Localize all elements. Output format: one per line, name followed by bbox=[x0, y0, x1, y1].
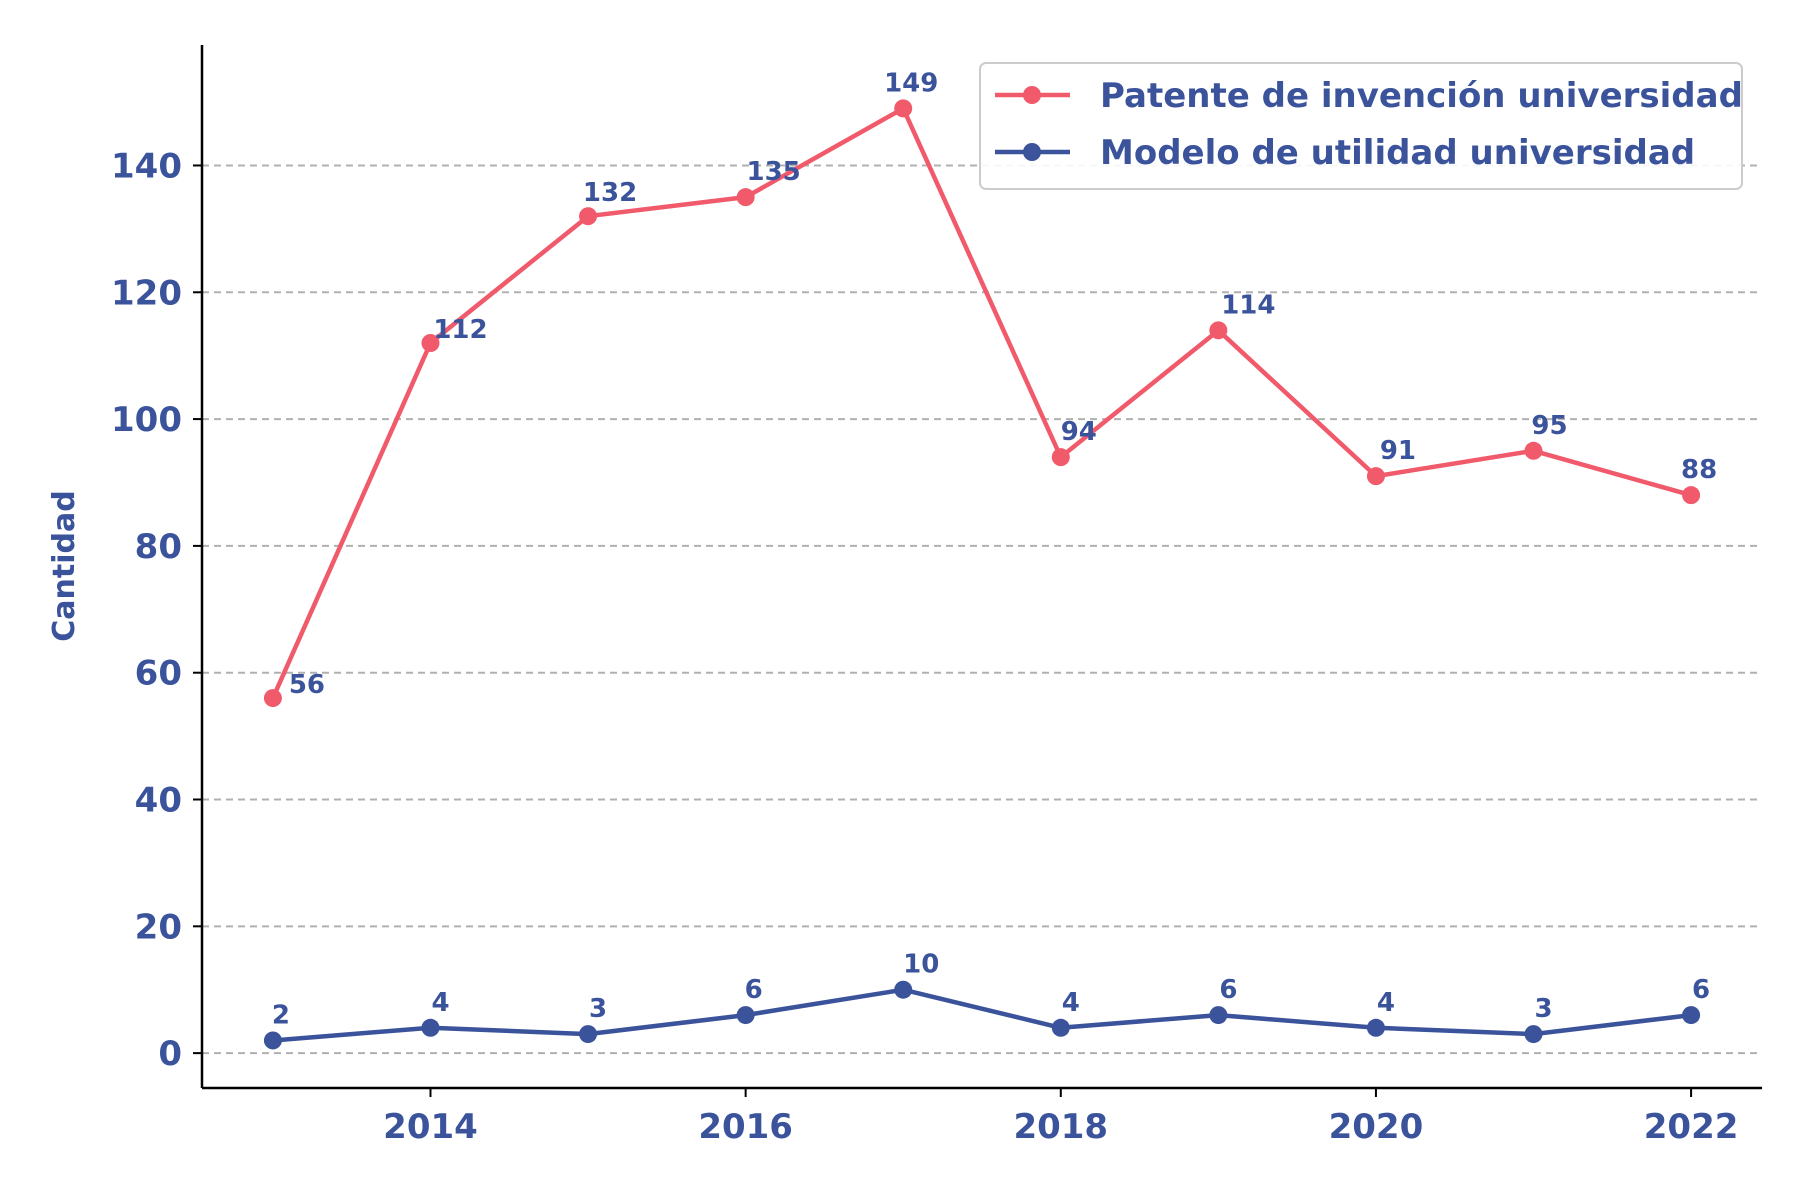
legend-label-patente: Patente de invención universidad bbox=[1100, 76, 1743, 116]
data-label: 132 bbox=[583, 178, 637, 208]
legend-label-modelo: Modelo de utilidad universidad bbox=[1100, 133, 1695, 173]
data-point bbox=[579, 207, 597, 225]
data-label: 2 bbox=[272, 1000, 290, 1030]
y-ticks: 0 20 40 60 80 100 120 140 bbox=[111, 146, 202, 1074]
data-label: 10 bbox=[903, 950, 939, 980]
data-point bbox=[264, 1031, 282, 1049]
data-label: 94 bbox=[1061, 417, 1097, 447]
y-tick-label: 100 bbox=[111, 400, 182, 440]
y-tick-label: 80 bbox=[135, 527, 182, 567]
data-point bbox=[1367, 467, 1385, 485]
legend-marker-modelo bbox=[1023, 143, 1041, 161]
data-label: 6 bbox=[1219, 975, 1237, 1005]
y-tick-label: 140 bbox=[111, 146, 182, 186]
legend-marker-patente bbox=[1023, 86, 1041, 104]
data-point bbox=[1209, 1006, 1227, 1024]
data-point bbox=[1525, 442, 1543, 460]
data-label: 4 bbox=[431, 988, 449, 1018]
data-point bbox=[1682, 486, 1700, 504]
data-point bbox=[1682, 1006, 1700, 1024]
x-ticks: 2014 2016 2018 2020 2022 bbox=[383, 1088, 1738, 1147]
data-label: 4 bbox=[1377, 988, 1395, 1018]
data-point bbox=[894, 981, 912, 999]
y-tick-label: 20 bbox=[135, 907, 182, 947]
data-label: 95 bbox=[1531, 411, 1567, 441]
data-label: 3 bbox=[1534, 994, 1552, 1024]
data-point bbox=[1052, 448, 1070, 466]
series-line bbox=[273, 108, 1691, 698]
data-point bbox=[894, 99, 912, 117]
data-point bbox=[421, 1019, 439, 1037]
data-label: 88 bbox=[1681, 455, 1717, 485]
x-tick-label: 2022 bbox=[1644, 1107, 1739, 1147]
x-tick-label: 2014 bbox=[383, 1107, 478, 1147]
x-tick-label: 2016 bbox=[698, 1107, 793, 1147]
data-point bbox=[737, 1006, 755, 1024]
y-tick-label: 0 bbox=[158, 1034, 182, 1074]
y-tick-label: 120 bbox=[111, 273, 182, 313]
data-label: 6 bbox=[745, 975, 763, 1005]
data-label: 112 bbox=[433, 315, 487, 345]
data-label: 149 bbox=[884, 68, 938, 98]
data-point bbox=[1525, 1025, 1543, 1043]
series-line bbox=[273, 990, 1691, 1041]
data-label: 3 bbox=[589, 994, 607, 1024]
data-label: 135 bbox=[746, 157, 800, 187]
x-tick-label: 2018 bbox=[1013, 1107, 1108, 1147]
data-point bbox=[737, 188, 755, 206]
data-label: 4 bbox=[1062, 988, 1080, 1018]
data-point bbox=[1052, 1019, 1070, 1037]
data-label: 91 bbox=[1380, 436, 1416, 466]
data-point bbox=[1367, 1019, 1385, 1037]
data-point bbox=[579, 1025, 597, 1043]
data-label: 6 bbox=[1692, 975, 1710, 1005]
y-tick-label: 60 bbox=[135, 654, 182, 694]
legend: Patente de invención universidad Modelo … bbox=[980, 63, 1743, 189]
data-point bbox=[1209, 321, 1227, 339]
x-tick-label: 2020 bbox=[1329, 1107, 1424, 1147]
data-label: 56 bbox=[289, 670, 325, 700]
y-tick-label: 40 bbox=[135, 781, 182, 821]
y-axis-title: Cantidad bbox=[47, 490, 82, 641]
data-labels: 56 112 132 135 149 94 114 91 95 88 2 4 3 6 10 4 6 4 3 6 bbox=[272, 68, 1717, 1030]
data-label: 114 bbox=[1221, 290, 1275, 320]
axes bbox=[202, 45, 1762, 1088]
data-point bbox=[264, 689, 282, 707]
gridlines bbox=[202, 165, 1762, 1053]
series bbox=[264, 99, 1700, 1049]
